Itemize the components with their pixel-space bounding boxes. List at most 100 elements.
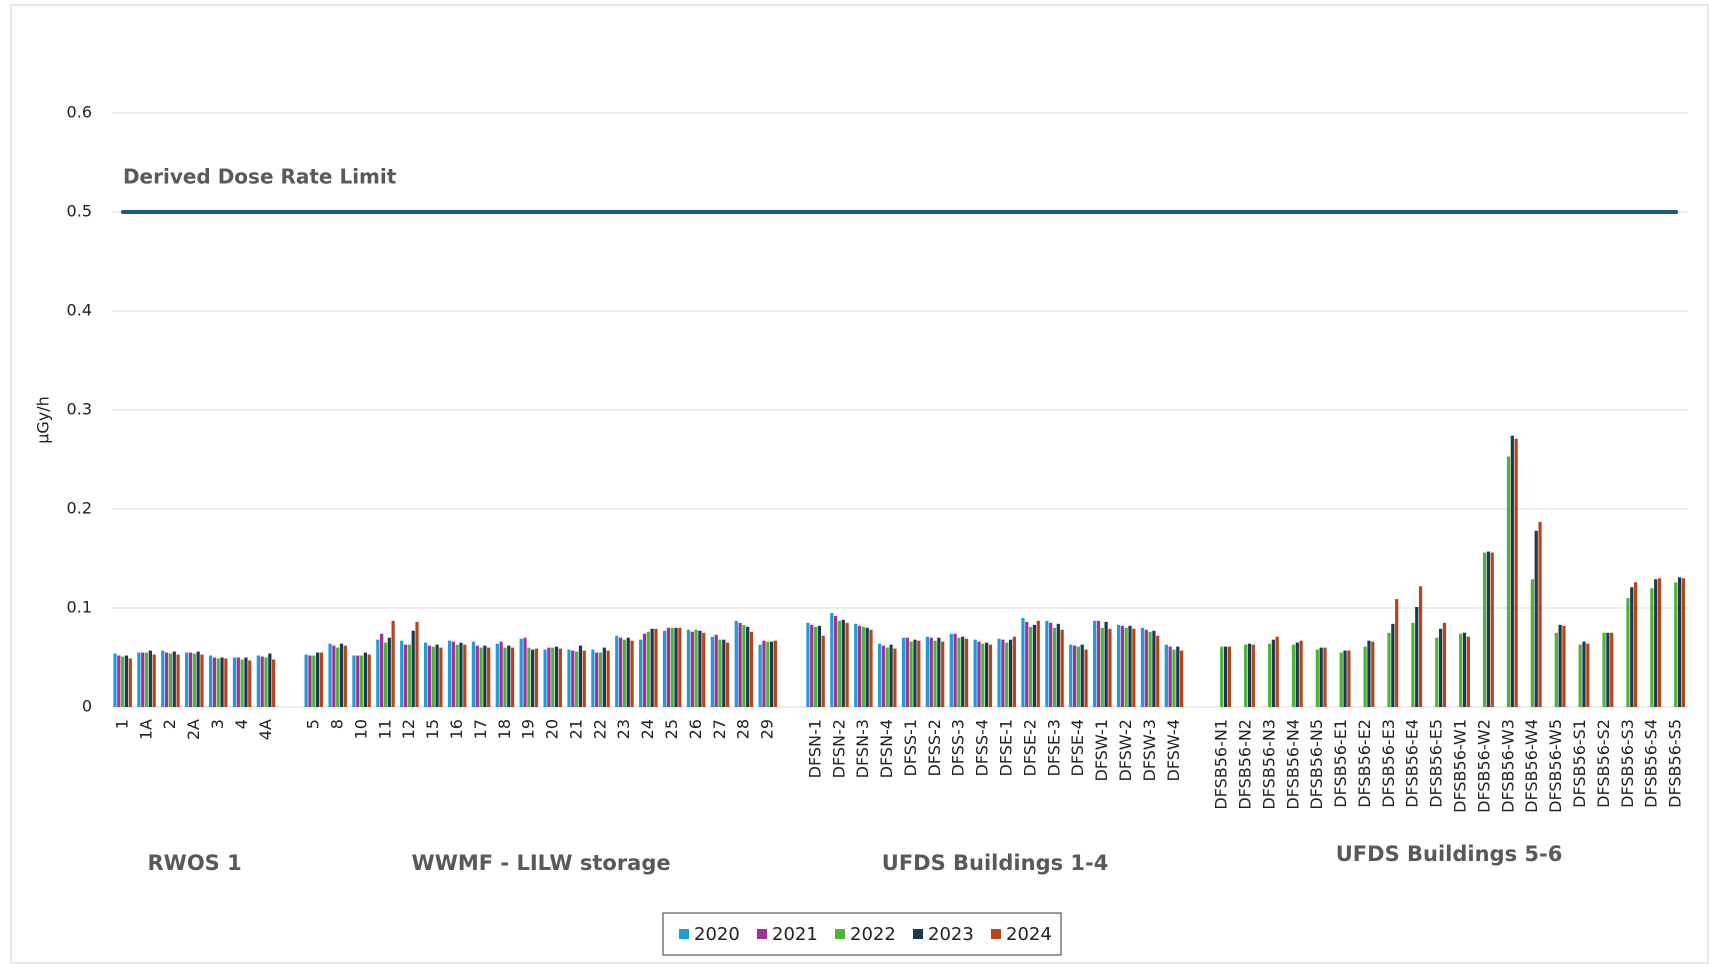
- bar: [475, 645, 479, 707]
- bar: [949, 633, 953, 707]
- x-tick-label: DFSB56-E2: [1355, 719, 1374, 808]
- bar: [415, 621, 419, 707]
- bar: [534, 648, 539, 707]
- bar: [427, 645, 432, 707]
- bar: [503, 647, 507, 707]
- bar: [885, 647, 889, 707]
- bar: [1681, 578, 1686, 707]
- bar: [1674, 582, 1678, 707]
- bar: [260, 656, 264, 707]
- x-tick-label: DFSB56-W1: [1451, 719, 1470, 813]
- x-tick-label: 23: [614, 719, 633, 739]
- bar: [654, 628, 658, 707]
- bar: [268, 653, 272, 707]
- bar: [806, 622, 810, 707]
- x-tick-label: DFSB56-N1: [1212, 719, 1231, 810]
- bar: [1084, 649, 1088, 707]
- bar: [1076, 646, 1081, 707]
- bar: [459, 642, 463, 707]
- bar: [865, 627, 869, 707]
- legend-swatch: [757, 929, 767, 939]
- bar: [817, 625, 822, 707]
- bar: [1247, 643, 1252, 707]
- bar: [909, 641, 913, 707]
- bar: [1514, 438, 1518, 707]
- y-tick-label: 0.5: [67, 202, 92, 221]
- bar: [144, 652, 149, 707]
- bar: [352, 655, 356, 707]
- bar: [304, 654, 308, 707]
- bar: [558, 648, 562, 707]
- x-tick-label: DFSB56-N3: [1259, 719, 1278, 810]
- bar: [961, 636, 965, 707]
- x-tick-label: 18: [495, 719, 514, 739]
- bar: [1466, 636, 1470, 707]
- x-tick-label: DFSB56-E3: [1379, 719, 1398, 808]
- bar: [1363, 646, 1367, 707]
- x-tick-label: DFSN-1: [805, 719, 824, 778]
- bar: [1439, 628, 1443, 707]
- bar: [606, 650, 610, 707]
- bar: [1510, 435, 1514, 707]
- bar: [1052, 627, 1057, 707]
- bar: [308, 655, 312, 707]
- bar: [722, 639, 726, 707]
- bar: [232, 657, 237, 707]
- legend-swatch: [991, 929, 1001, 939]
- x-tick-label: DFSB56-E1: [1331, 719, 1350, 808]
- legend-label: 2022: [850, 924, 896, 945]
- bar: [646, 631, 650, 707]
- bar: [953, 633, 957, 707]
- x-tick-label: 10: [351, 719, 370, 739]
- x-tick-label: DFSN-4: [877, 719, 896, 778]
- bar: [1172, 649, 1176, 707]
- bar: [543, 649, 547, 707]
- x-tick-label: DFSW-2: [1116, 719, 1135, 782]
- bar: [523, 637, 527, 707]
- bar: [821, 635, 825, 707]
- x-tick-label: 2: [160, 719, 179, 729]
- bar: [1534, 530, 1538, 707]
- bar: [1490, 552, 1494, 707]
- x-tick-label: 1A: [136, 719, 155, 740]
- bar: [933, 640, 937, 707]
- bar: [272, 659, 276, 707]
- bar: [212, 657, 217, 707]
- bar: [391, 620, 395, 707]
- bar: [1056, 623, 1060, 707]
- x-tick-label: 4A: [256, 719, 275, 740]
- bar: [1168, 646, 1172, 707]
- bar: [981, 643, 985, 707]
- bar: [380, 633, 384, 707]
- legend-swatch: [835, 929, 845, 939]
- bar: [1506, 456, 1511, 707]
- legend-label: 2024: [1006, 924, 1052, 945]
- bar: [244, 657, 248, 707]
- bar: [1251, 644, 1255, 707]
- bar: [455, 644, 459, 707]
- bar: [977, 641, 981, 707]
- bar: [738, 622, 742, 707]
- bar: [185, 652, 189, 707]
- bar: [1578, 644, 1582, 707]
- bar: [869, 629, 873, 707]
- bar: [893, 648, 897, 707]
- bar: [208, 655, 213, 707]
- bar: [328, 643, 332, 707]
- bar: [810, 624, 814, 707]
- bar: [1657, 578, 1662, 707]
- bar: [319, 652, 324, 707]
- x-tick-label: DFSB56-N5: [1307, 719, 1326, 810]
- bar: [571, 650, 575, 707]
- bar: [463, 644, 467, 707]
- x-tick-label: 12: [399, 719, 418, 739]
- bar: [1295, 642, 1299, 707]
- bar: [941, 641, 945, 707]
- bar: [1677, 577, 1682, 707]
- x-tick-label: DFSS-1: [901, 719, 920, 777]
- x-tick-label: DFSN-3: [853, 719, 872, 778]
- bar: [1435, 637, 1439, 707]
- x-tick-label: 26: [686, 719, 705, 739]
- bar: [165, 652, 169, 707]
- bar: [161, 650, 165, 707]
